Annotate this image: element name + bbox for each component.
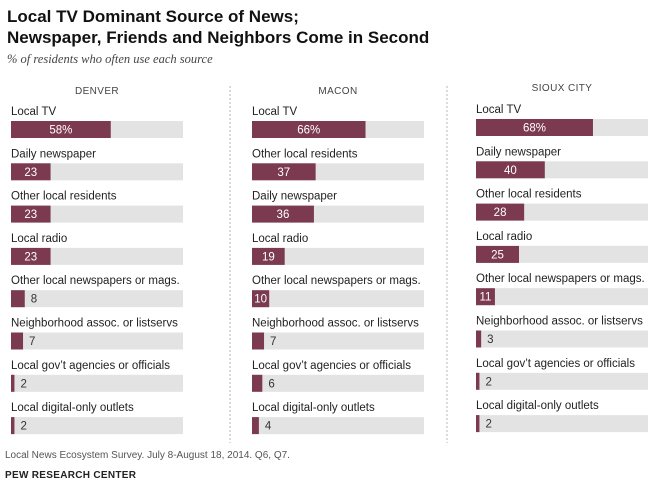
chart-title: Local TV Dominant Source of News; Newspa… — [7, 6, 647, 48]
bar-track — [252, 290, 424, 308]
brand-credit: PEW RESEARCH CENTER — [5, 470, 137, 481]
category-label: Neighborhood assoc. or listservs — [476, 316, 643, 328]
category-label: Other local newspapers or mags. — [252, 275, 421, 287]
bar-track — [11, 374, 183, 392]
bar — [252, 417, 259, 435]
data-label: 23 — [24, 251, 37, 263]
data-label: 10 — [254, 294, 267, 306]
bar-track — [252, 332, 424, 350]
bar-track — [11, 247, 183, 265]
category-label: Local gov’t agencies or officials — [252, 360, 411, 372]
bar-track — [11, 290, 183, 308]
data-label: 4 — [265, 421, 272, 433]
bar — [11, 247, 51, 265]
category-label: Local digital-only outlets — [11, 402, 134, 414]
data-label: 40 — [504, 165, 517, 177]
bar — [11, 290, 25, 308]
data-label: 25 — [491, 249, 504, 261]
category-label: Local radio — [11, 233, 67, 245]
data-label: 36 — [277, 209, 290, 221]
data-label: 6 — [268, 378, 274, 390]
category-label: Other local residents — [11, 191, 117, 203]
category-label: Local radio — [252, 233, 308, 245]
bar — [11, 417, 15, 435]
bar — [252, 121, 366, 138]
data-label: 66% — [297, 125, 320, 137]
category-label: Local TV — [476, 104, 522, 116]
data-label: 37 — [277, 167, 290, 179]
bar-track — [252, 374, 424, 392]
category-label: Local digital-only outlets — [252, 402, 375, 414]
data-label: 7 — [29, 336, 35, 348]
data-label: 8 — [31, 294, 37, 306]
data-label: 2 — [485, 419, 491, 431]
data-label: 23 — [24, 209, 37, 221]
category-label: Neighborhood assoc. or listservs — [252, 318, 419, 330]
bar-track — [11, 417, 183, 435]
bar — [252, 205, 314, 223]
category-label: Local gov’t agencies or officials — [11, 360, 170, 372]
data-label: 2 — [20, 378, 26, 390]
data-label: 3 — [487, 334, 493, 346]
data-label: 28 — [494, 207, 507, 219]
bar — [252, 247, 285, 265]
panel-header-sioux-city: SIOUX CITY — [532, 83, 593, 94]
category-label: Local digital-only outlets — [476, 400, 599, 412]
bar — [476, 415, 480, 433]
panel-header-macon: MACON — [318, 86, 357, 97]
data-label: 11 — [479, 292, 491, 304]
data-label: 19 — [262, 251, 275, 263]
data-label: 23 — [24, 167, 37, 179]
bar — [11, 374, 15, 392]
bar-track — [11, 205, 183, 223]
category-label: Daily newspaper — [252, 191, 337, 203]
data-label: 2 — [485, 376, 491, 388]
data-label: 7 — [270, 336, 276, 348]
chart-subtitle: % of residents who often use each source — [7, 52, 213, 66]
bar-track — [476, 330, 648, 348]
bar — [476, 330, 482, 348]
panel-header-denver: DENVER — [75, 86, 119, 97]
category-label: Local radio — [476, 231, 532, 243]
bar — [476, 372, 480, 390]
bar — [476, 161, 545, 179]
data-label: 2 — [20, 421, 26, 433]
data-label: 68% — [523, 123, 546, 135]
chart-title-line-2: Newspaper, Friends and Neighbors Come in… — [7, 28, 430, 47]
bar — [476, 245, 519, 263]
category-label: Other local newspapers or mags. — [11, 275, 180, 287]
category-label: Local gov’t agencies or officials — [476, 358, 635, 370]
bar — [476, 203, 525, 221]
category-label: Neighborhood assoc. or listservs — [11, 318, 178, 330]
category-label: Daily newspaper — [476, 146, 561, 158]
bar-track — [11, 332, 183, 350]
bar-track — [252, 247, 424, 265]
category-label: Other local residents — [252, 148, 358, 160]
bar-track — [476, 288, 648, 306]
category-label: Local TV — [11, 106, 57, 118]
category-label: Other local newspapers or mags. — [476, 273, 645, 285]
category-label: Daily newspaper — [11, 148, 96, 160]
bar — [11, 163, 51, 181]
bar — [11, 332, 24, 350]
bar — [252, 332, 265, 350]
bar — [11, 205, 51, 223]
data-label: 58% — [49, 125, 72, 137]
source-note: Local News Ecosystem Survey. July 8-Augu… — [5, 450, 290, 461]
chart-title-line-1: Local TV Dominant Source of News; — [7, 7, 299, 26]
category-label: Other local residents — [476, 189, 582, 201]
bar — [252, 374, 263, 392]
category-label: Local TV — [252, 106, 298, 118]
bar — [11, 121, 111, 138]
bar-track — [11, 163, 183, 181]
bar — [476, 288, 495, 306]
bar-track — [252, 417, 424, 435]
bar-track — [476, 372, 648, 390]
bar — [476, 119, 593, 136]
bar-track — [476, 415, 648, 433]
bar — [252, 290, 270, 308]
bar — [252, 163, 316, 181]
